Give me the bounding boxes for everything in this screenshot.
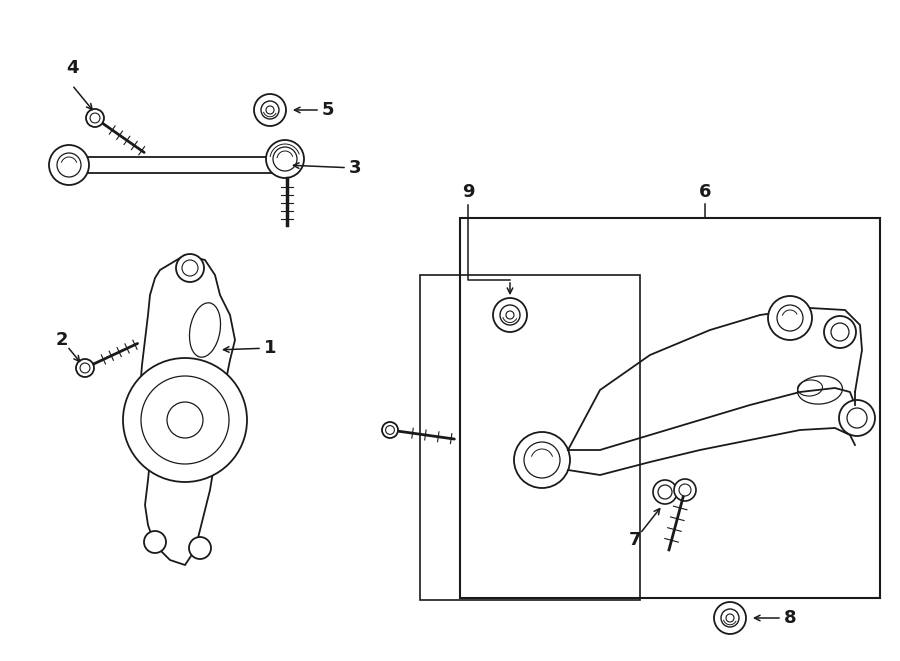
Circle shape: [189, 537, 211, 559]
Circle shape: [777, 305, 803, 331]
Circle shape: [273, 147, 297, 171]
Circle shape: [144, 531, 166, 553]
Circle shape: [123, 358, 247, 482]
Circle shape: [493, 298, 527, 332]
Circle shape: [714, 602, 746, 634]
Text: 4: 4: [66, 59, 78, 77]
Circle shape: [658, 485, 672, 499]
Circle shape: [266, 106, 274, 114]
Circle shape: [80, 363, 90, 373]
Text: 3: 3: [349, 159, 361, 177]
Circle shape: [839, 400, 875, 436]
Circle shape: [514, 432, 570, 488]
Circle shape: [76, 359, 94, 377]
Circle shape: [721, 609, 739, 627]
Circle shape: [86, 109, 104, 127]
Circle shape: [524, 442, 560, 478]
Circle shape: [679, 484, 691, 496]
Text: 9: 9: [462, 183, 474, 201]
Circle shape: [176, 254, 204, 282]
Circle shape: [266, 140, 304, 178]
Bar: [420, 275, 640, 600]
Text: 7: 7: [629, 531, 641, 549]
Text: 2: 2: [56, 331, 68, 349]
Circle shape: [167, 402, 203, 438]
Text: 5: 5: [322, 101, 334, 119]
Circle shape: [382, 422, 398, 438]
Circle shape: [768, 296, 812, 340]
Circle shape: [500, 305, 520, 325]
Circle shape: [824, 316, 856, 348]
Circle shape: [141, 376, 229, 464]
Circle shape: [653, 480, 677, 504]
Text: 6: 6: [698, 183, 711, 201]
Circle shape: [49, 145, 89, 185]
Circle shape: [254, 94, 286, 126]
Circle shape: [57, 153, 81, 177]
Bar: [460, 218, 880, 598]
Circle shape: [182, 260, 198, 276]
Text: 1: 1: [264, 339, 276, 357]
Circle shape: [847, 408, 867, 428]
Circle shape: [261, 101, 279, 119]
Circle shape: [506, 311, 514, 319]
Circle shape: [726, 614, 734, 622]
Text: 8: 8: [784, 609, 796, 627]
Circle shape: [385, 426, 394, 434]
Circle shape: [831, 323, 849, 341]
Circle shape: [674, 479, 696, 501]
Circle shape: [90, 113, 100, 123]
